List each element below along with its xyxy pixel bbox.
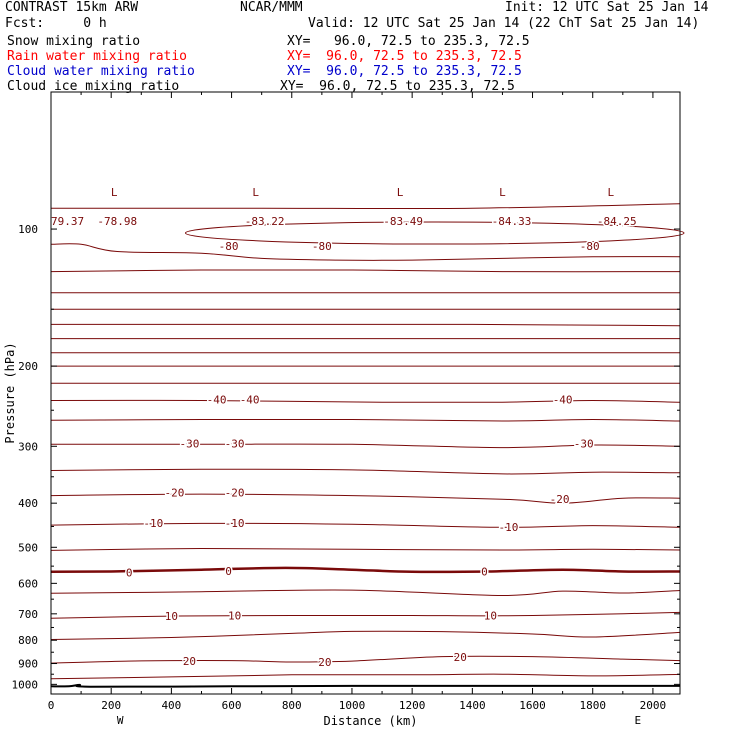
isotherm-line <box>50 522 681 528</box>
isotherm-line <box>50 547 681 551</box>
contour-label: -10 <box>143 517 163 530</box>
x-tick-label: 1000 <box>339 699 366 712</box>
contour-label: -80 <box>219 240 239 253</box>
forecast-hour: Fcst: 0 h <box>5 16 107 31</box>
contour-label: 10 <box>484 610 497 623</box>
isotherm-line <box>51 443 681 449</box>
contour-label: L <box>607 186 614 199</box>
contour-labels: L L L L L 79.37 -78.98 -83.22 -83.49 -84.33 -84.25… <box>49 185 638 671</box>
y-tick-label: 600 <box>18 577 38 590</box>
x-tick-label: 1200 <box>399 699 426 712</box>
y-tick-label: 900 <box>18 658 38 671</box>
contour-label: -20 <box>550 493 570 506</box>
field-name-snow: Snow mixing ratio <box>7 34 141 49</box>
surface-line <box>50 683 680 688</box>
minus-80-contour <box>184 221 685 245</box>
contour-label: 79.37 <box>51 215 84 228</box>
zero-isotherm-line <box>50 566 681 574</box>
contour-label: L <box>499 186 506 199</box>
y-tick-label: 1000 <box>12 678 39 691</box>
isotherm-line <box>50 655 681 664</box>
y-tick-label: 800 <box>18 634 38 647</box>
x-tick-label: 800 <box>282 699 302 712</box>
isotherm-line <box>50 468 681 475</box>
x-tick-label: 0 <box>48 699 55 712</box>
contour-label: -80 <box>312 240 332 253</box>
axes: 0 200 400 600 800 1000 1200 1400 1600 1800 2000100… <box>12 92 680 712</box>
contour-label: 0 <box>126 567 133 580</box>
contour-label: -83.22 <box>245 215 285 228</box>
contour-label: -84.25 <box>597 215 637 228</box>
y-tick-label: 200 <box>18 360 38 373</box>
contour-label: L <box>397 186 404 199</box>
contour-label: -20 <box>164 487 184 500</box>
y-tick-label: 300 <box>18 440 38 453</box>
x-tick-label: 200 <box>101 699 121 712</box>
contour-label: -80 <box>580 240 600 253</box>
field-xy-cloud-ice: XY= 96.0, 72.5 to 235.3, 72.5 <box>280 79 515 94</box>
x-west-label: W <box>117 714 124 727</box>
contour-label: -30 <box>225 438 245 451</box>
isotherm-line <box>50 269 681 273</box>
contour-label: -40 <box>240 394 260 407</box>
y-tick-label: 100 <box>18 223 38 236</box>
isotherm-line <box>50 243 681 261</box>
isotherm-line <box>50 630 681 640</box>
contour-label: -78.98 <box>97 215 137 228</box>
x-tick-label: 1800 <box>579 699 606 712</box>
contour-label: -10 <box>225 517 245 530</box>
contour-label: -40 <box>207 394 227 407</box>
contour-label: 20 <box>183 655 196 668</box>
contour-label: -40 <box>553 394 573 407</box>
organization-label: NCAR/MMM <box>240 0 303 15</box>
isotherm-contours <box>50 203 685 688</box>
field-name-rain: Rain water mixing ratio <box>7 49 188 64</box>
x-tick-label: 1400 <box>459 699 486 712</box>
x-tick-label: 2000 <box>640 699 667 712</box>
x-axis-title: Distance (km) <box>324 714 418 728</box>
isotherm-line <box>50 673 681 680</box>
y-tick-label: 700 <box>18 608 38 621</box>
contour-label: 0 <box>481 565 488 578</box>
field-name-cloud-ice: Cloud ice mixing ratio <box>7 79 180 94</box>
isotherm-line <box>50 418 681 422</box>
isotherm-line <box>50 399 681 403</box>
y-tick-label: 500 <box>18 541 38 554</box>
isotherm-line <box>50 589 681 597</box>
contour-label: 10 <box>165 610 178 623</box>
field-xy-cloud-water: XY= 96.0, 72.5 to 235.3, 72.5 <box>287 64 522 79</box>
contour-label: -83.49 <box>383 215 423 228</box>
chart-title: CONTRAST 15km ARW <box>5 0 139 15</box>
contour-label: -84.33 <box>492 215 532 228</box>
isotherm-line <box>51 203 681 210</box>
field-xy-snow: XY= 96.0, 72.5 to 235.3, 72.5 <box>287 34 530 49</box>
contour-label: -30 <box>574 438 594 451</box>
contour-label: L <box>111 186 118 199</box>
plot-frame <box>50 91 681 695</box>
contour-label: L <box>252 186 259 199</box>
contour-label: -10 <box>499 521 519 534</box>
y-axis-title: Pressure (hPa) <box>3 342 17 443</box>
field-name-cloud-water: Cloud water mixing ratio <box>7 64 195 79</box>
contour-label: 0 <box>225 565 232 578</box>
isotherm-line <box>50 493 681 504</box>
x-tick-label: 600 <box>222 699 242 712</box>
init-time: Init: 12 UTC Sat 25 Jan 14 <box>505 0 709 15</box>
valid-time: Valid: 12 UTC Sat 25 Jan 14 (22 ChT Sat … <box>308 16 700 31</box>
contour-label: -30 <box>180 438 200 451</box>
x-tick-label: 1600 <box>519 699 546 712</box>
contour-label: 20 <box>318 656 331 669</box>
contour-label: -20 <box>225 487 245 500</box>
y-tick-label: 400 <box>18 497 38 510</box>
contour-label: 10 <box>228 610 241 623</box>
contour-label: 20 <box>454 651 467 664</box>
field-xy-rain: XY= 96.0, 72.5 to 235.3, 72.5 <box>287 49 522 64</box>
isotherm-line <box>50 611 681 619</box>
x-east-label: E <box>635 714 642 727</box>
x-tick-label: 400 <box>161 699 181 712</box>
isotherm-line <box>51 323 681 327</box>
